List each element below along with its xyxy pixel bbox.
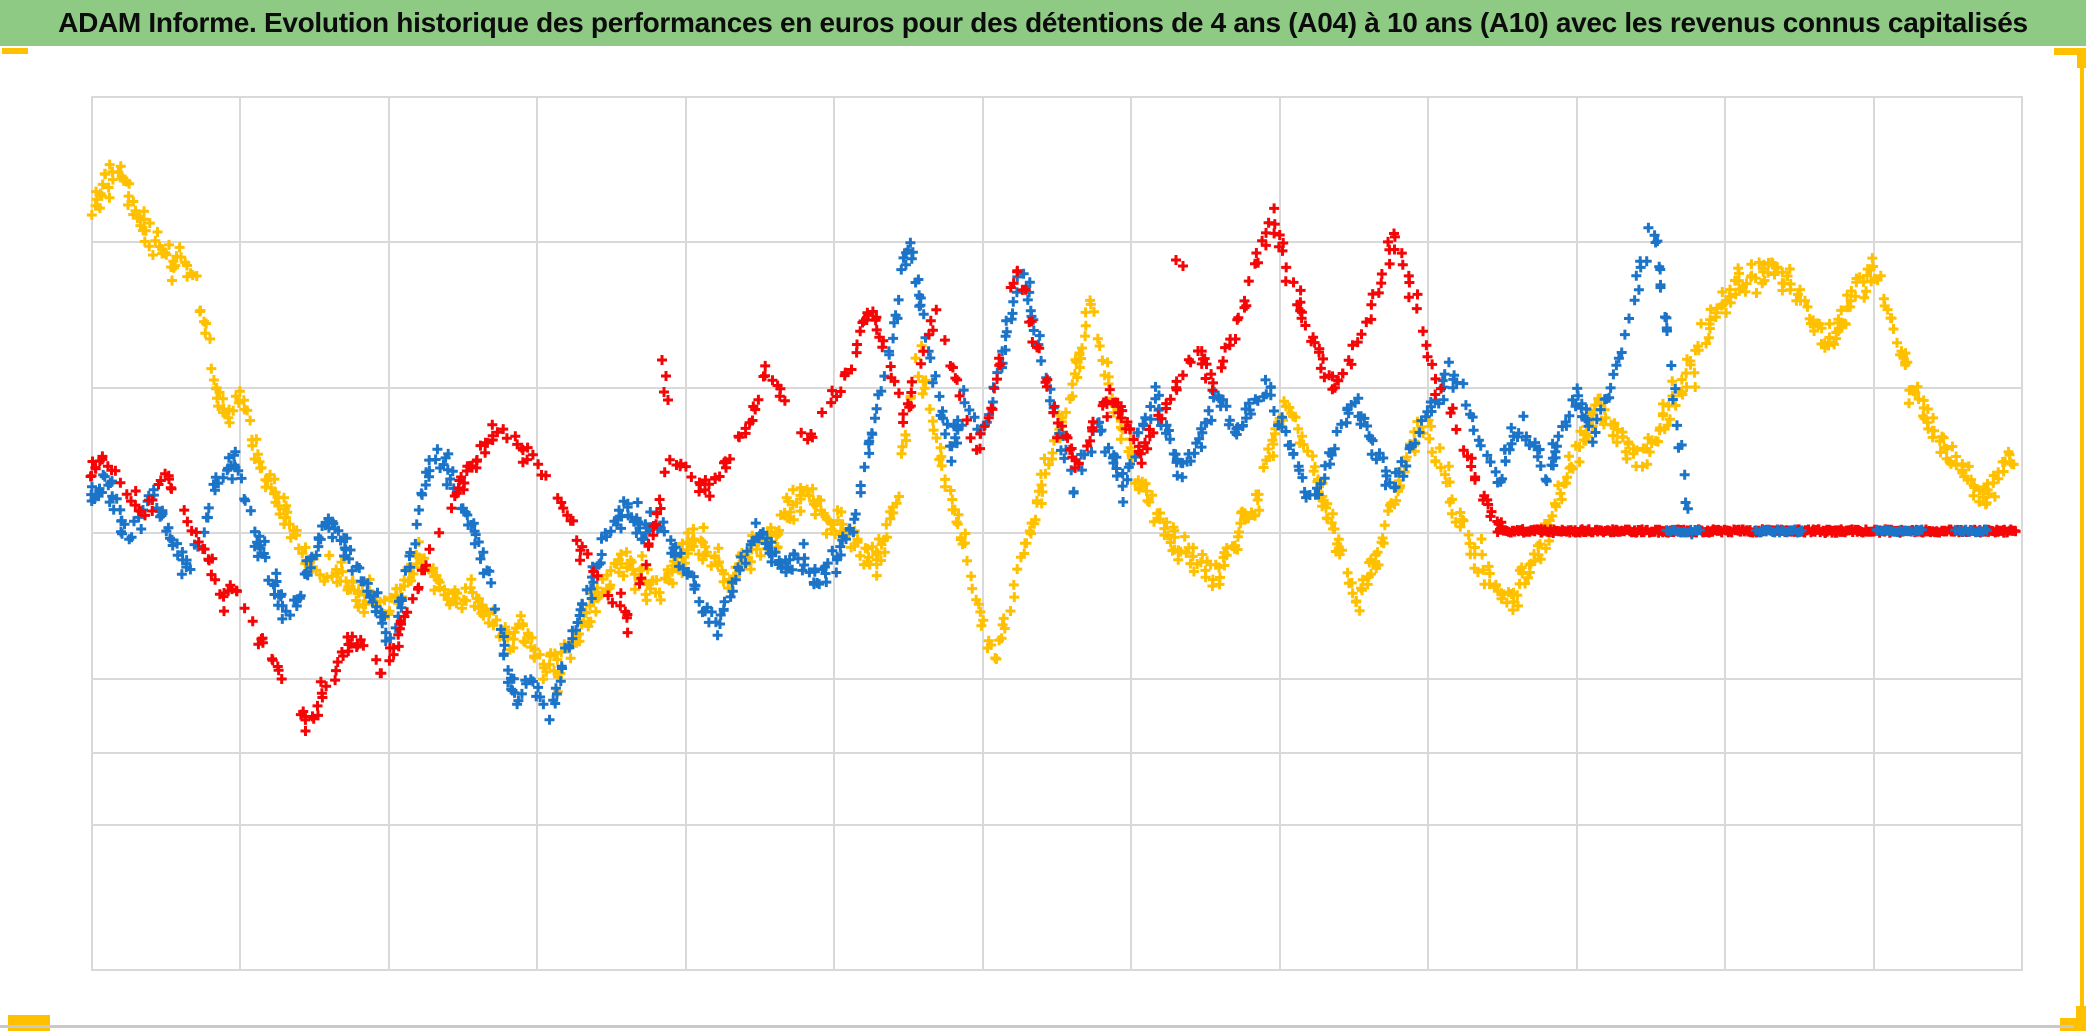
accent-top-right-vertical [2077, 48, 2086, 68]
bottom-divider-line [0, 1025, 2074, 1028]
accent-top-right-horizontal [2054, 48, 2086, 55]
accent-bottom-left-square [8, 1015, 50, 1031]
accent-right-border [2080, 62, 2084, 1012]
accent-top-left [2, 48, 28, 54]
blue-flat-line-patches [1661, 524, 1992, 538]
blue-series [86, 222, 1700, 725]
red-series [85, 203, 1507, 736]
page-title: ADAM Informe. Evolution historique des p… [58, 7, 2028, 38]
report-title-bar: ADAM Informe. Evolution historique des p… [0, 0, 2086, 46]
